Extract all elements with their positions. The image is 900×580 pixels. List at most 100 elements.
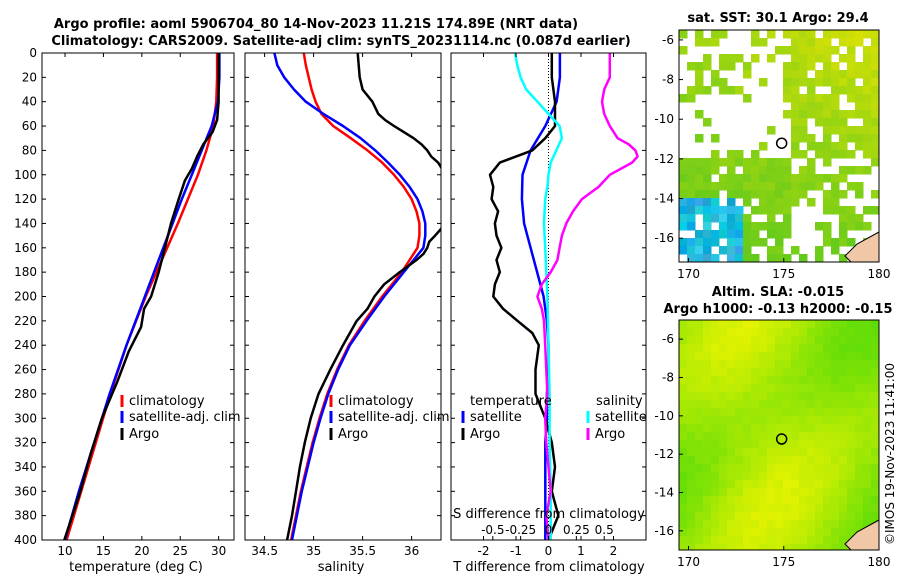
map-cell [831,376,840,385]
series-salinity-argo [536,53,639,540]
map-cell [759,456,768,465]
legend-label-climatology: climatology [129,394,205,409]
map-cell [807,344,816,353]
map-cell [767,328,776,337]
map-cell [759,336,768,345]
map-cell [695,158,704,167]
map-cell [703,520,712,529]
y-tick-label: -6 [662,33,674,47]
x-tick-label: 170 [677,555,700,569]
map-cell [863,150,872,159]
y-tick-label: -12 [654,152,674,166]
x-tick-label: -0.5 [481,523,504,537]
map-cell [807,110,816,119]
map-cell [687,440,696,449]
map-cell [719,440,728,449]
map-cell [679,528,688,537]
map-cell [791,408,800,417]
map-cell [783,110,792,119]
map-cell [855,62,864,71]
map-cell [703,38,712,47]
map-cell [767,456,776,465]
map-cell [855,464,864,473]
map-cell [687,166,696,175]
map-cell [847,448,856,457]
map-cell [711,230,720,239]
map-cell [711,488,720,497]
map-cell [831,528,840,537]
map-cell [839,352,848,361]
map-cell [743,182,752,191]
map-cell [759,424,768,433]
argo-location-marker [775,433,788,445]
map-cell [839,392,848,401]
y-tick-label: 220 [14,314,37,328]
map-cell [695,206,704,215]
difference-legend: temperature salinity satellite Argo sate… [461,394,647,442]
map-cell [703,528,712,537]
map-cell [799,166,808,175]
map-cell [831,432,840,441]
map-cell [759,360,768,369]
legend-label-climatology: climatology [338,394,414,409]
map-cell [791,424,800,433]
map-cell [775,182,784,191]
map-cell [679,238,688,247]
map-cell [823,528,832,537]
map-cell [831,126,840,135]
map-cell [799,254,808,262]
map-cell [687,472,696,481]
map-cell [839,456,848,465]
map-cell [847,320,856,329]
map-cell [791,464,800,473]
map-cell [775,424,784,433]
map-cell [727,488,736,497]
map-cell [823,142,832,151]
map-cell [711,504,720,513]
map-cell [783,320,792,329]
map-cell [775,520,784,529]
temperature-panel: 0 20 40 60 80 100 120 140 160 180 200 220 240 260 280 3… [14,46,235,558]
map-cell [831,246,840,255]
map-cell [679,246,688,255]
map-cell [743,198,752,207]
map-cell [855,182,864,191]
map-cell [775,456,784,465]
y-tick-label: 360 [14,484,37,498]
map-cell [815,440,824,449]
map-cell [711,360,720,369]
map-cell [823,320,832,329]
map-cell [807,504,816,513]
map-cell [695,352,704,361]
map-cell [775,166,784,175]
map-cell [719,360,728,369]
map-cell [863,126,872,135]
x-tick-label: 36 [404,544,419,558]
map-cell [783,520,792,529]
map-cell [847,206,856,215]
map-cell [687,528,696,537]
map-cell [711,352,720,361]
map-cell [871,46,879,55]
map-cell [727,238,736,247]
map-cell [863,344,872,353]
map-cell [751,456,760,465]
y-tick-label: -8 [662,73,674,87]
map-cell [839,54,848,63]
map-cell [727,336,736,345]
map-cell [775,336,784,345]
map-cell [807,166,816,175]
sst-map-title: sat. SST: 30.1 Argo: 29.4 [687,11,868,26]
map-cell [735,400,744,409]
map-cell [727,246,736,255]
map-cell [815,328,824,337]
map-cell [775,544,784,550]
map-cell [863,86,872,95]
map-cell [831,182,840,191]
map-cell [727,174,736,183]
map-cell [679,376,688,385]
map-cell [863,368,872,377]
map-cell [839,150,848,159]
temperature-panel-frame [41,52,235,541]
map-cell [703,86,712,95]
